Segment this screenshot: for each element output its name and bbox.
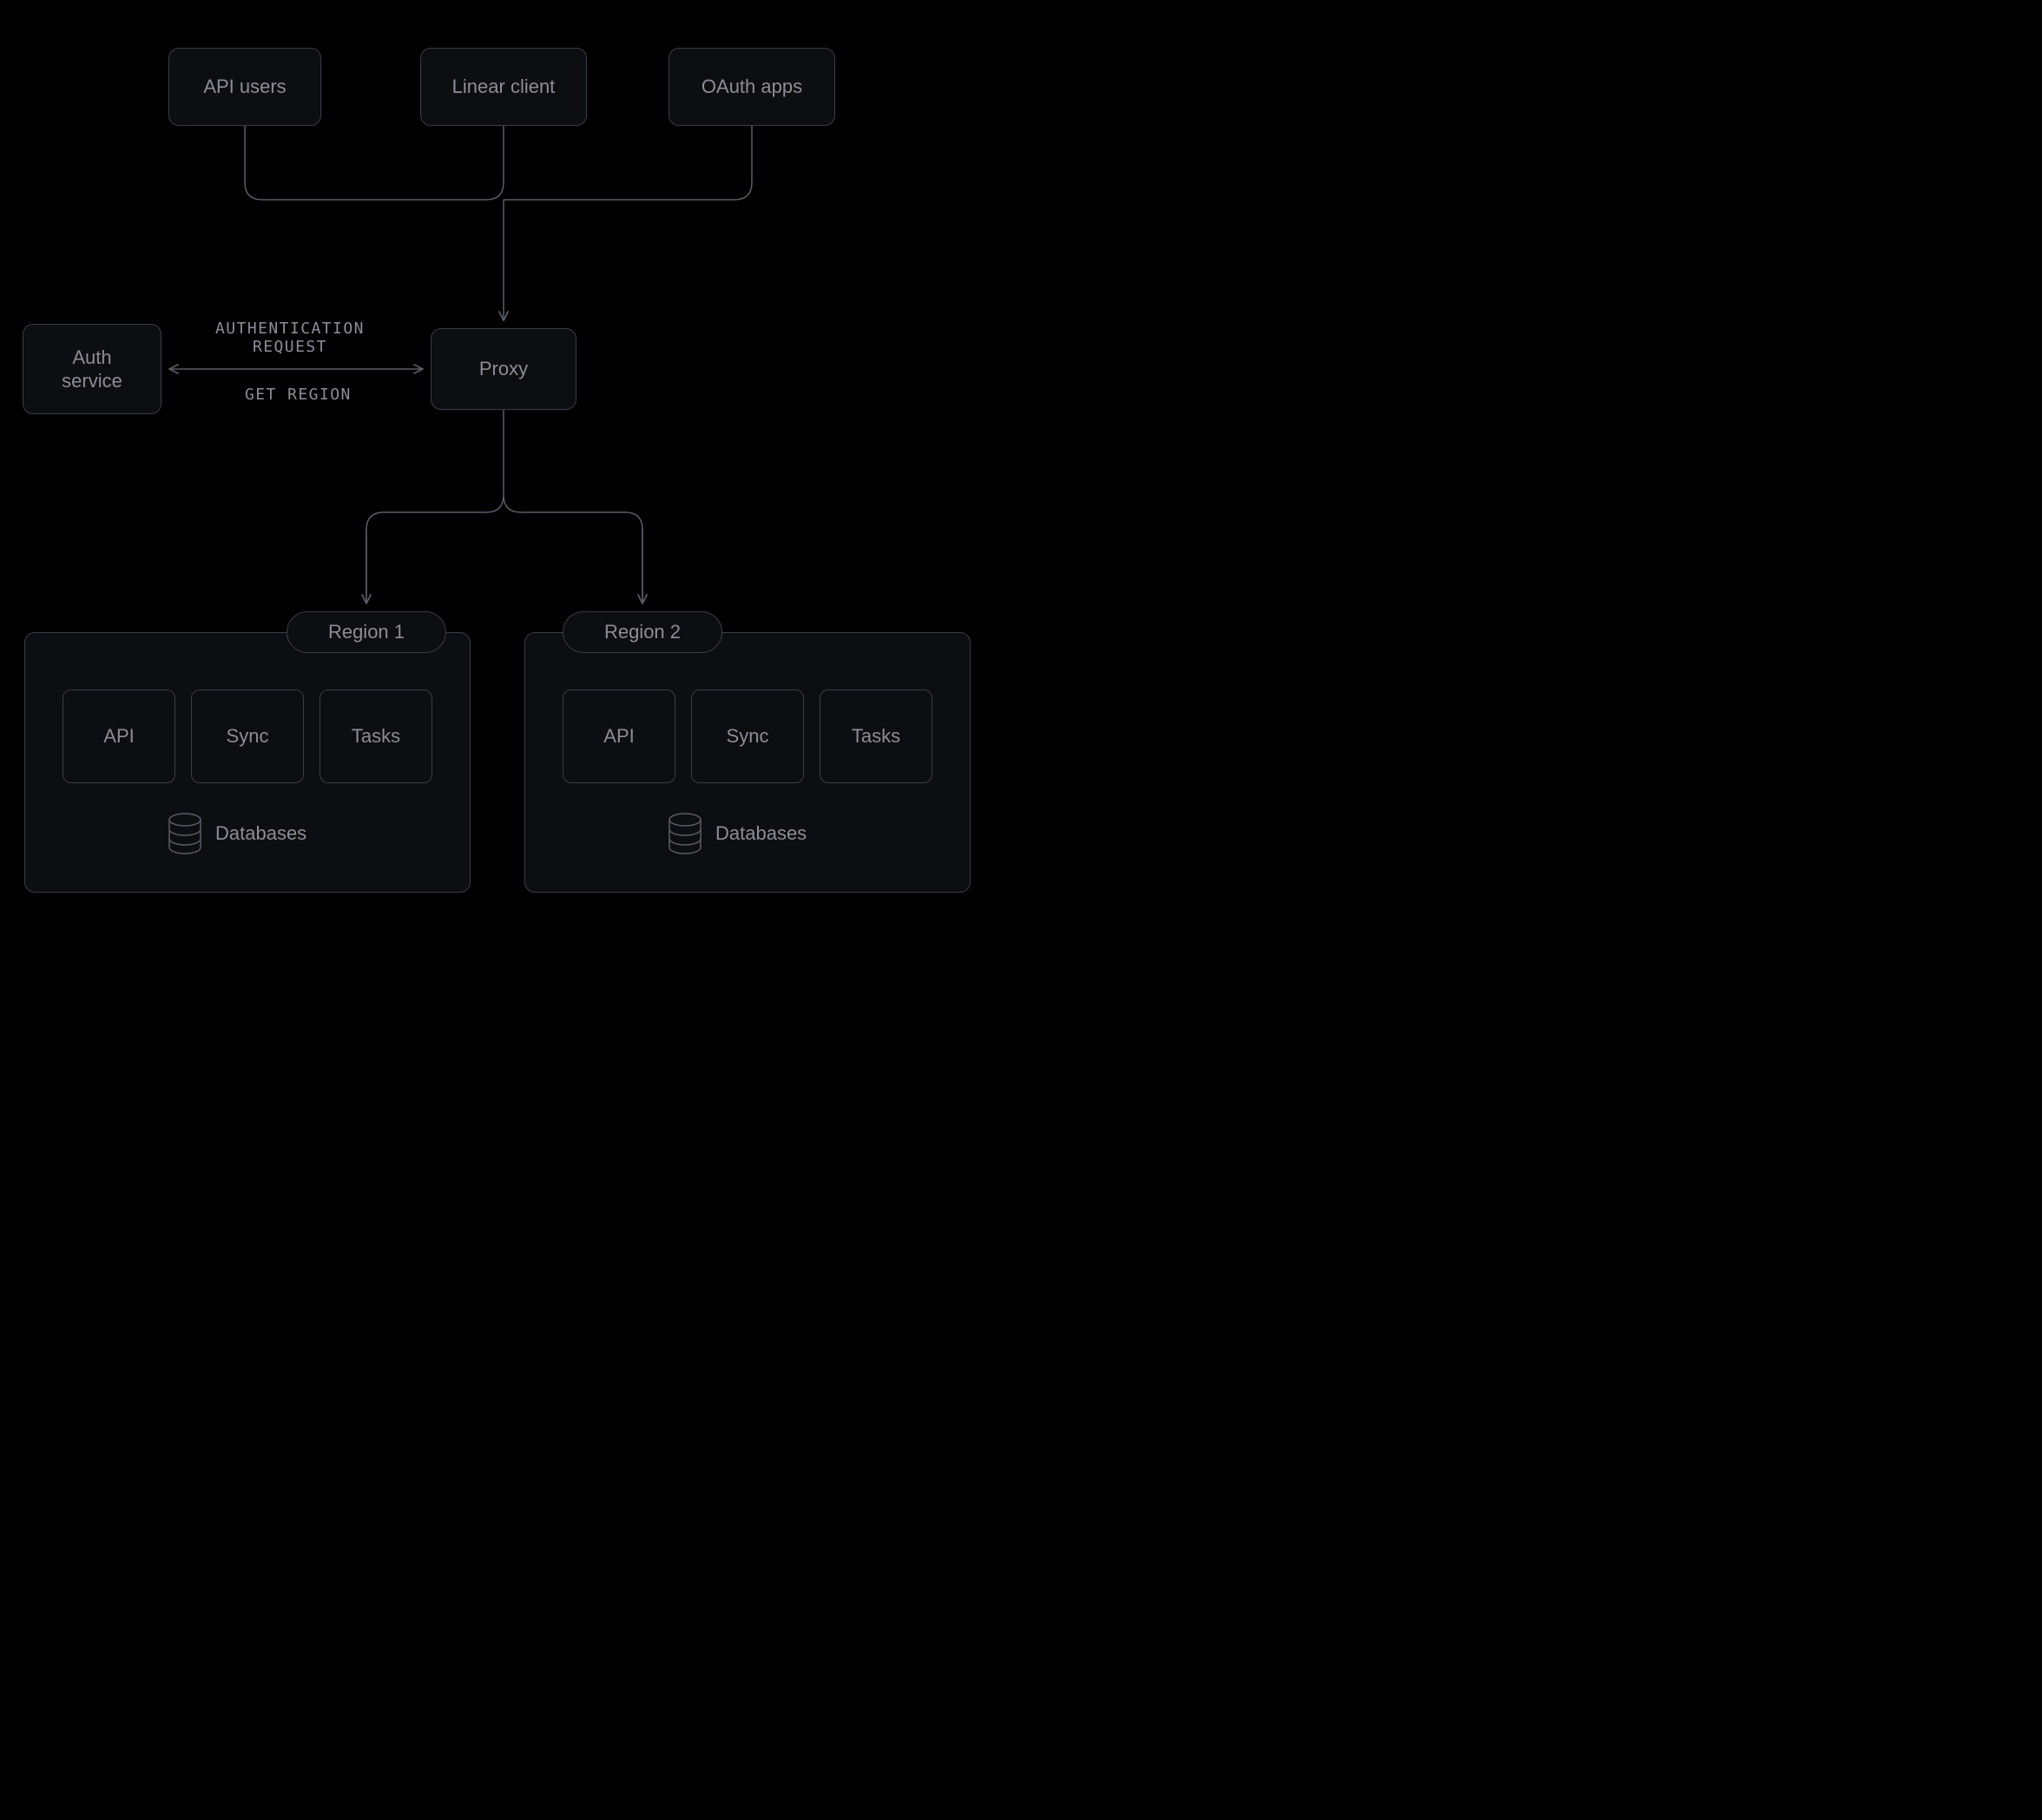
- node-label: OAuth apps: [702, 75, 802, 99]
- region-1-service-sync: Sync: [191, 689, 304, 783]
- service-label: Sync: [727, 725, 769, 748]
- region-2-service-api: API: [563, 689, 675, 783]
- region-2-label: Region 2: [563, 611, 722, 653]
- node-api-users: API users: [168, 48, 321, 126]
- region-2-service-tasks: Tasks: [820, 689, 932, 783]
- database-label: Databases: [715, 822, 807, 845]
- region-title: Region 2: [604, 621, 681, 643]
- edge-label-auth-request: AUTHENTICATION REQUEST: [215, 320, 365, 356]
- service-label: Tasks: [352, 725, 400, 748]
- node-label: API users: [203, 75, 286, 99]
- region-2-service-sync: Sync: [691, 689, 804, 783]
- region-1-database: Databases: [167, 813, 306, 854]
- connector-clients-merge: [245, 126, 752, 200]
- edge-label-get-region: GET REGION: [245, 386, 352, 404]
- node-label: Auth service: [62, 346, 122, 393]
- node-label: Linear client: [452, 75, 556, 99]
- region-title: Region 1: [328, 621, 405, 643]
- connector-split-to-regions: [366, 495, 642, 603]
- database-icon: [667, 813, 703, 854]
- service-label: Sync: [227, 725, 269, 748]
- region-1-label: Region 1: [287, 611, 446, 653]
- service-label: Tasks: [852, 725, 900, 748]
- database-label: Databases: [215, 822, 306, 845]
- service-label: API: [103, 725, 134, 748]
- node-oauth-apps: OAuth apps: [669, 48, 835, 126]
- node-proxy: Proxy: [431, 328, 576, 410]
- service-label: API: [603, 725, 634, 748]
- node-auth-service: Auth service: [23, 324, 161, 414]
- database-icon: [167, 813, 203, 854]
- node-linear-client: Linear client: [420, 48, 587, 126]
- region-1-service-api: API: [63, 689, 175, 783]
- architecture-diagram: API users Linear client OAuth apps Auth …: [0, 0, 1021, 910]
- region-1-service-tasks: Tasks: [319, 689, 432, 783]
- region-2-database: Databases: [667, 813, 807, 854]
- node-label: Proxy: [479, 357, 528, 381]
